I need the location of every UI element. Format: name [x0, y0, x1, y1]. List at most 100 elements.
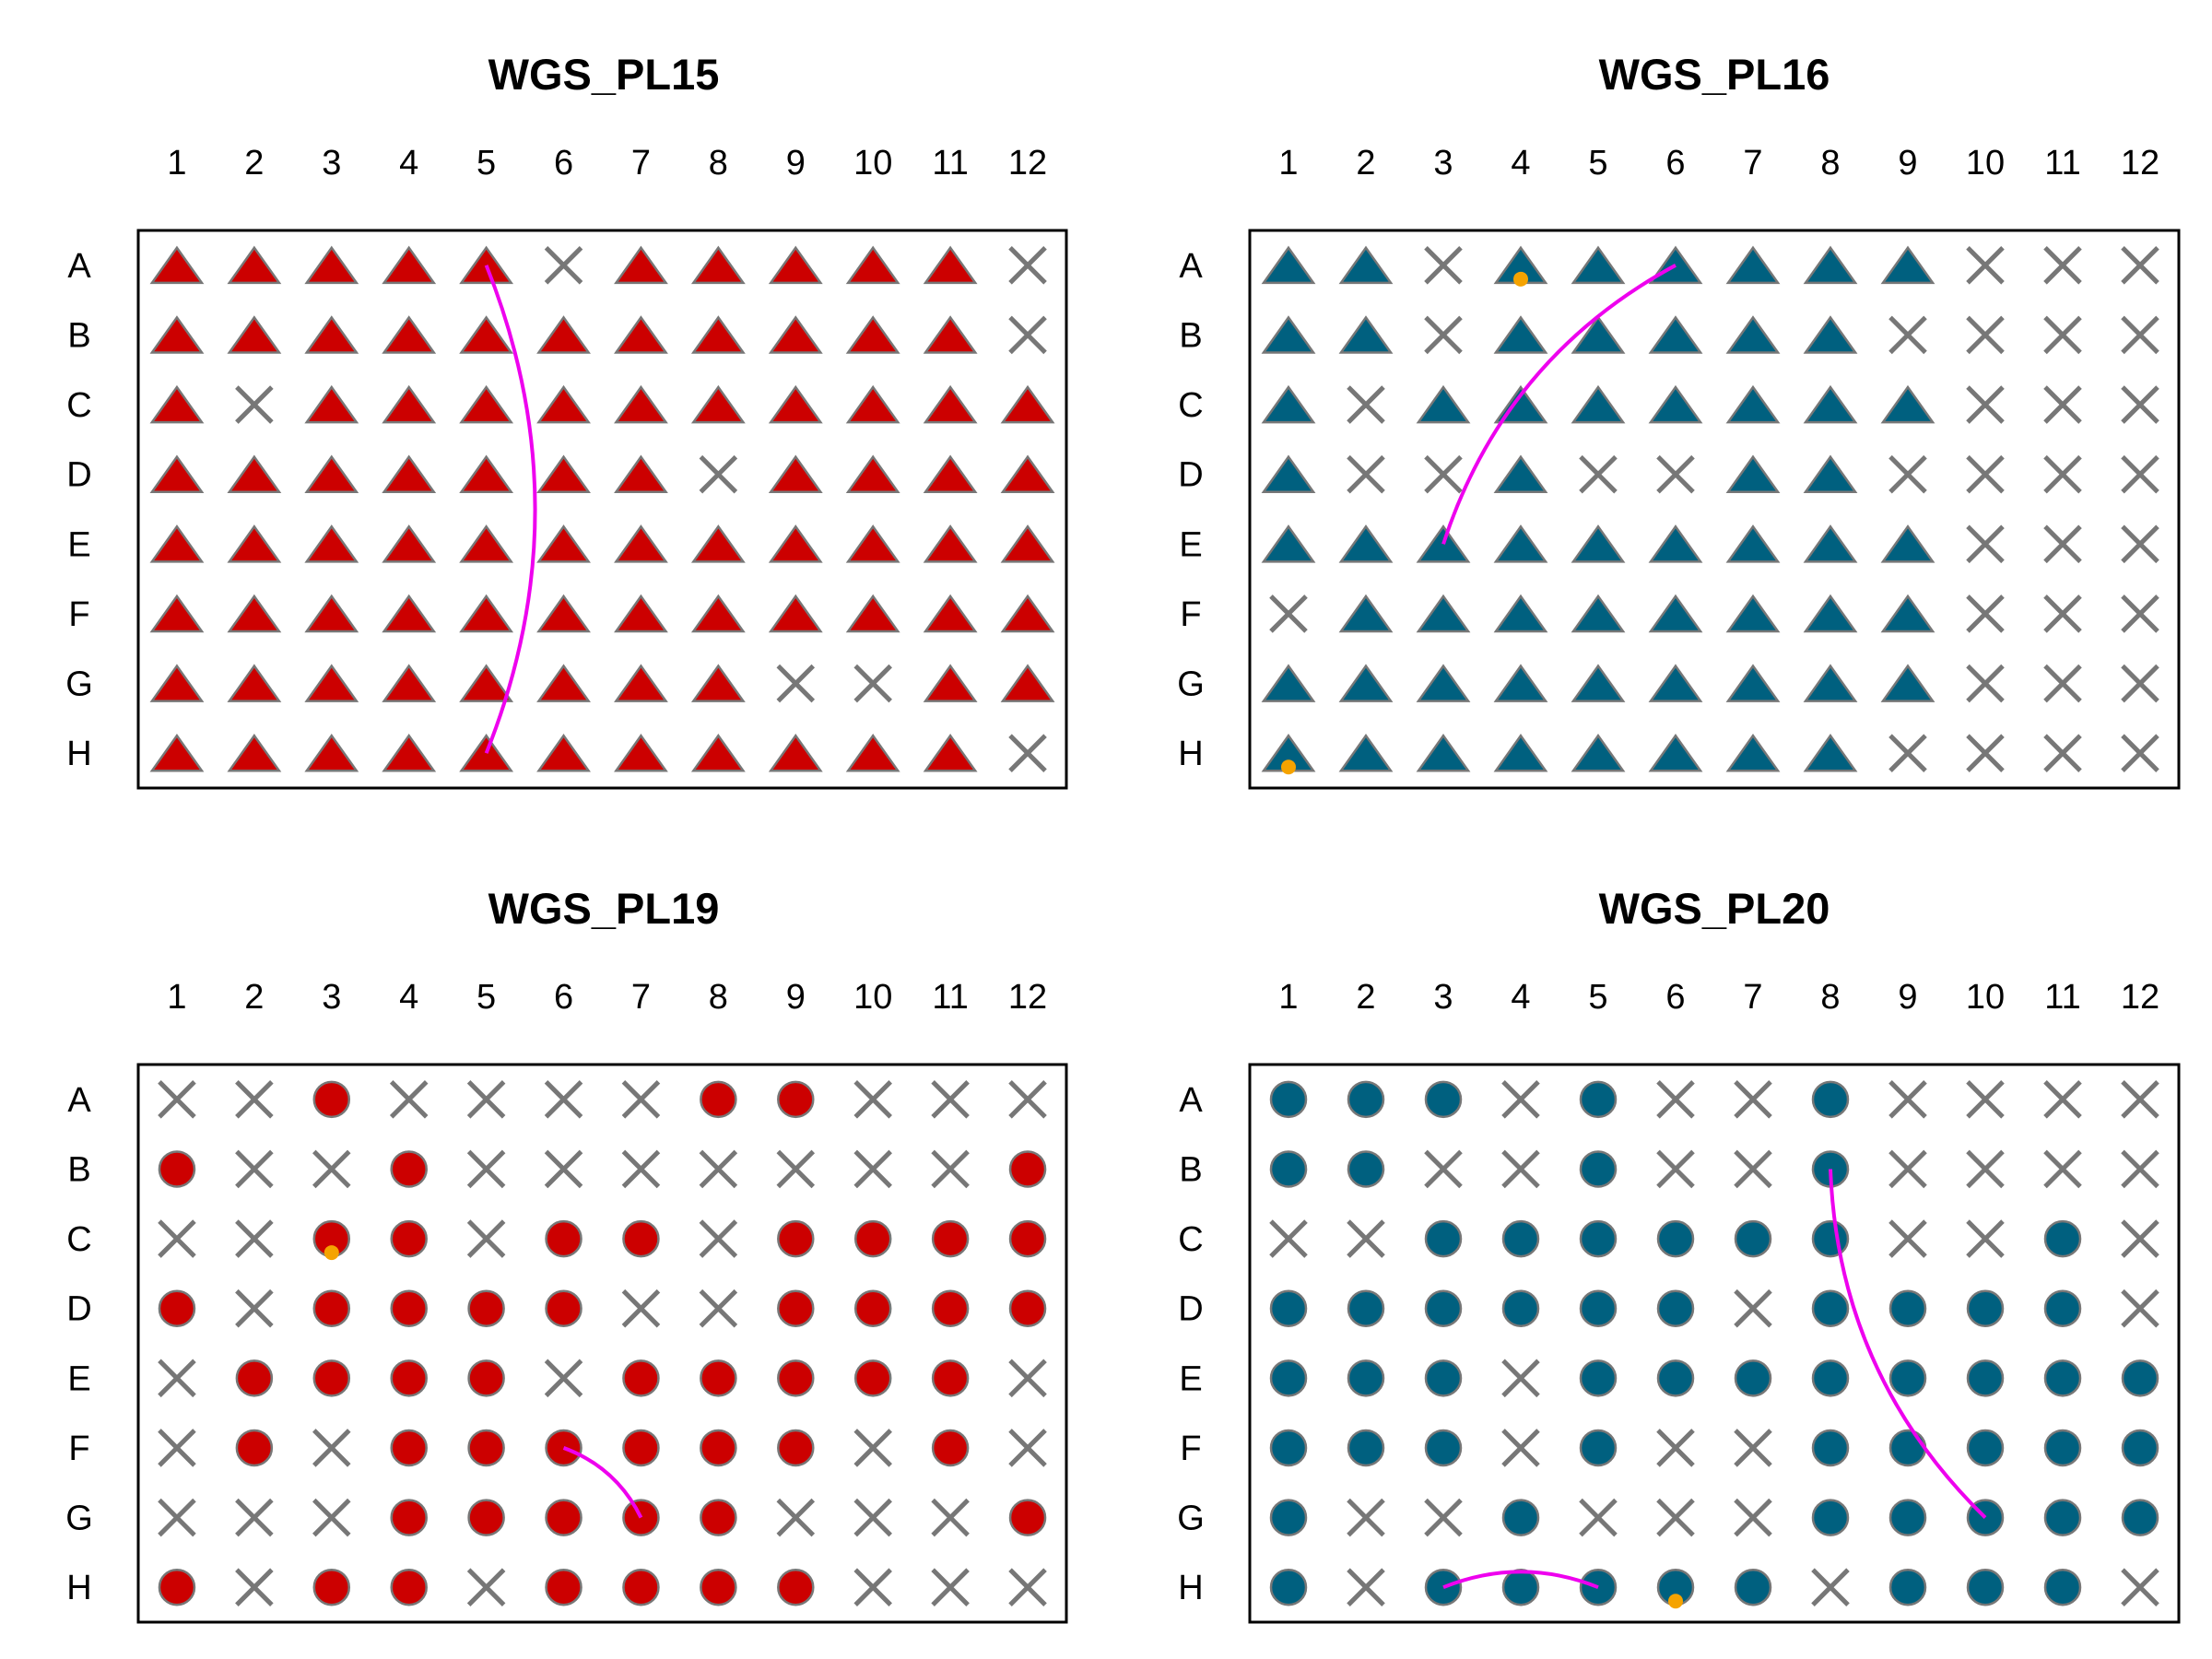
sample-well-marker	[777, 1429, 815, 1467]
sample-well-marker	[1888, 1289, 1927, 1327]
sample-well-marker	[1880, 664, 1936, 702]
sample-well-marker	[2121, 1499, 2159, 1536]
empty-well-marker	[2121, 1568, 2159, 1606]
sample-well-marker	[227, 315, 282, 354]
empty-well-marker	[312, 1429, 351, 1467]
sample-well-marker	[459, 384, 514, 424]
plate-title: WGS_PL15	[488, 50, 720, 99]
row-label: F	[68, 1430, 89, 1468]
empty-well-marker	[1269, 1219, 1308, 1258]
flag-dot	[1513, 271, 1528, 287]
sample-well-marker	[1648, 594, 1703, 633]
sample-well-marker	[845, 315, 900, 354]
sample-well-marker	[2043, 1289, 2082, 1327]
sample-well-marker	[1493, 454, 1548, 493]
sample-well-marker	[1888, 1429, 1927, 1467]
empty-well-marker	[1966, 1080, 2005, 1119]
sample-well-marker	[1966, 1568, 2005, 1606]
sample-well-marker	[1656, 1219, 1695, 1258]
empty-well-marker	[1656, 1498, 1695, 1537]
empty-well-marker	[2043, 734, 2082, 772]
row-label: D	[1178, 1290, 1203, 1329]
empty-well-marker	[235, 1498, 274, 1537]
sample-well-marker	[853, 1359, 892, 1397]
empty-well-marker	[2121, 1288, 2159, 1328]
empty-well-marker	[931, 1568, 970, 1606]
row-label: B	[67, 316, 90, 355]
sample-well-marker	[149, 664, 205, 702]
sample-well-marker	[1501, 1219, 1540, 1258]
empty-well-marker	[2043, 594, 2082, 633]
sample-well-marker	[312, 1359, 351, 1397]
empty-well-marker	[1966, 246, 2005, 285]
sample-well-marker	[2121, 1429, 2159, 1467]
sample-well-marker	[382, 245, 437, 285]
sample-well-marker	[1424, 1080, 1463, 1119]
sample-well-marker	[845, 524, 900, 563]
sample-well-marker	[304, 524, 359, 563]
sample-well-marker	[1000, 454, 1055, 493]
sample-well-marker	[1269, 1080, 1308, 1119]
empty-well-marker	[621, 1080, 661, 1119]
sample-well-marker	[622, 1568, 660, 1606]
sample-well-marker	[1734, 1219, 1772, 1258]
column-label: 9	[786, 978, 806, 1017]
sample-well-marker	[1008, 1289, 1047, 1327]
column-label: 5	[1588, 144, 1607, 182]
sample-well-marker	[1880, 245, 1936, 285]
empty-well-marker	[466, 1219, 506, 1258]
sample-well-marker	[1725, 594, 1781, 633]
empty-well-marker	[931, 1149, 970, 1189]
sample-well-marker	[149, 454, 205, 493]
empty-well-marker	[621, 1149, 661, 1189]
sample-well-marker	[1261, 664, 1316, 702]
sample-well-marker	[1880, 384, 1936, 424]
sample-well-marker	[1656, 1359, 1695, 1397]
sample-well-marker	[1571, 315, 1626, 354]
empty-well-marker	[1888, 315, 1927, 355]
empty-well-marker	[1888, 1149, 1927, 1189]
sample-well-marker	[2043, 1499, 2082, 1536]
row-label: G	[1177, 665, 1205, 704]
sample-well-marker	[1725, 384, 1781, 424]
column-label: 7	[631, 978, 651, 1017]
sample-well-marker	[845, 594, 900, 633]
empty-well-marker	[2043, 315, 2082, 355]
sample-well-marker	[312, 1289, 351, 1327]
sample-well-marker	[459, 594, 514, 633]
empty-well-marker	[2043, 664, 2082, 703]
empty-well-marker	[466, 1149, 506, 1189]
sample-well-marker	[690, 734, 746, 772]
empty-well-marker	[1966, 1219, 2005, 1258]
sample-well-marker	[614, 664, 668, 702]
empty-well-marker	[235, 1219, 274, 1258]
sample-well-marker	[235, 1359, 274, 1397]
row-label: B	[1179, 1150, 1202, 1189]
sample-well-marker	[227, 245, 282, 285]
empty-well-marker	[158, 1498, 196, 1537]
sample-well-marker	[390, 1219, 428, 1258]
empty-well-marker	[1734, 1429, 1772, 1467]
empty-well-marker	[1008, 315, 1047, 355]
empty-well-marker	[1501, 1429, 1540, 1467]
empty-well-marker	[699, 454, 738, 494]
sample-well-marker	[1008, 1150, 1047, 1188]
sample-well-marker	[931, 1359, 970, 1397]
empty-well-marker	[1424, 454, 1463, 494]
sample-well-marker	[923, 594, 978, 633]
empty-well-marker	[1734, 1080, 1772, 1119]
sample-well-marker	[545, 1219, 582, 1258]
sample-well-marker	[1501, 1568, 1540, 1606]
sample-well-marker	[1000, 594, 1055, 633]
empty-well-marker	[2043, 385, 2082, 424]
sample-well-marker	[149, 734, 205, 772]
empty-well-marker	[158, 1429, 196, 1467]
sample-well-marker	[312, 1568, 351, 1606]
sample-well-marker	[390, 1359, 428, 1397]
sample-well-marker	[158, 1289, 196, 1327]
sample-well-marker	[1648, 384, 1703, 424]
row-label: D	[1178, 456, 1203, 495]
column-label: 11	[2044, 144, 2080, 182]
sample-well-marker	[845, 454, 900, 493]
sample-well-marker	[545, 1289, 582, 1327]
